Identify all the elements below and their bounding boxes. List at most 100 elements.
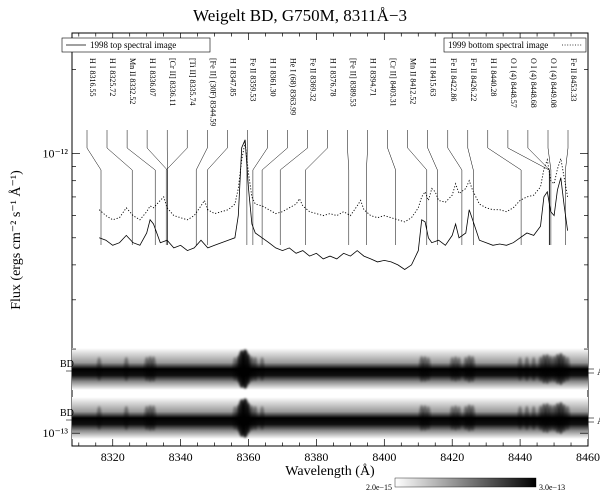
emission-blob bbox=[453, 356, 459, 382]
emission-blob bbox=[469, 356, 476, 382]
line-id-label: Mn II 8412.52 bbox=[409, 58, 418, 104]
line-id-leader bbox=[252, 130, 268, 245]
emission-blob bbox=[96, 357, 102, 381]
emission-blob bbox=[259, 357, 265, 381]
line-id-label: Fe II 8422.86 bbox=[449, 58, 458, 101]
line-id-leader bbox=[467, 130, 474, 245]
line-id-label: Fe II 8359.53 bbox=[248, 58, 257, 101]
line-id-label: He I (68) 8363.99 bbox=[288, 58, 297, 115]
emission-blob bbox=[259, 406, 265, 430]
x-tick-label: 8420 bbox=[440, 450, 464, 464]
emission-blob bbox=[456, 357, 462, 381]
spectral-image-upper bbox=[72, 348, 588, 390]
line-id: Fe II 8359.53 bbox=[246, 58, 257, 245]
spectral-image-lower bbox=[72, 397, 588, 439]
emission-blob bbox=[565, 405, 571, 431]
x-tick-label: 8360 bbox=[237, 450, 261, 464]
y-axis-ticks: BD A BD A 10⁻¹² 10⁻¹³ bbox=[42, 69, 600, 440]
line-id-leader bbox=[146, 130, 168, 245]
emission-blob bbox=[426, 357, 431, 381]
emission-blob bbox=[422, 405, 428, 431]
line-id-label: O I (4) 8448.57 bbox=[509, 58, 518, 108]
x-tick-label: 8340 bbox=[169, 450, 193, 464]
x-tick-label: 8440 bbox=[508, 450, 532, 464]
line-id-leader bbox=[279, 130, 308, 245]
line-id-label: [Ti II] 8335.74 bbox=[188, 58, 197, 105]
line-id-leader bbox=[487, 130, 522, 245]
emission-blob bbox=[517, 406, 523, 430]
emission-blob bbox=[123, 405, 129, 431]
spectral-images bbox=[72, 348, 588, 439]
x-tick-label: 8380 bbox=[304, 450, 328, 464]
line-id: H I 8376.78 bbox=[305, 58, 338, 245]
line-id-label: H I 8336.07 bbox=[148, 58, 157, 96]
line-id-label: O I (4) 8448.68 bbox=[529, 58, 538, 108]
line-id-label: [Fe II] 8389.53 bbox=[349, 58, 358, 107]
line-id: [Cr II] 8336.11 bbox=[166, 58, 177, 245]
emission-blob bbox=[422, 356, 428, 382]
line-id-label: H I 8361.30 bbox=[268, 58, 277, 96]
line-id: H I 8316.55 bbox=[86, 58, 102, 245]
line-id-leader bbox=[527, 130, 550, 245]
colorbar-min-label: 2.0e−15 bbox=[366, 483, 392, 492]
line-id: Mn II 8412.52 bbox=[407, 58, 428, 245]
y-tick-label: 10⁻¹³ bbox=[42, 426, 68, 440]
emission-blob bbox=[453, 405, 459, 431]
emission-blob bbox=[252, 356, 258, 382]
spectral-right-label: A bbox=[597, 416, 600, 427]
line-id-leader bbox=[407, 130, 428, 245]
line-id: Mn II 8332.52 bbox=[126, 58, 156, 245]
x-tick-label: 8320 bbox=[101, 450, 125, 464]
emission-blob bbox=[96, 406, 102, 430]
line-id: H I 8440.28 bbox=[487, 58, 522, 245]
emission-blob bbox=[426, 406, 431, 430]
line-id-leader bbox=[427, 130, 438, 245]
line-id: H I 8415.63 bbox=[427, 58, 438, 245]
line-id: O I (4) 8448.57 bbox=[507, 58, 550, 245]
x-tick-label: 8400 bbox=[372, 450, 396, 464]
colorbar-max-label: 3.0e−13 bbox=[539, 483, 565, 492]
emission-blob bbox=[524, 405, 530, 431]
series-line-1998 bbox=[99, 139, 568, 270]
x-tick-label: 8460 bbox=[576, 450, 600, 464]
line-id-label: Fe II 8369.32 bbox=[308, 58, 317, 101]
legend-left-label: 1998 top spectral image bbox=[90, 40, 176, 50]
spectral-band bbox=[72, 397, 588, 439]
emission-blob bbox=[252, 405, 258, 431]
line-id: He I (68) 8363.99 bbox=[261, 58, 297, 245]
line-id-leader bbox=[165, 130, 188, 245]
line-id-label: Fe II 8426.22 bbox=[469, 58, 478, 101]
line-id-leader bbox=[261, 130, 288, 245]
legend-right-label: 1999 bottom spectral image bbox=[448, 40, 548, 50]
line-id-label: Fe II 8453.33 bbox=[569, 58, 578, 101]
line-id: O I (4) 8448.68 bbox=[527, 58, 550, 245]
emission-blob bbox=[517, 357, 523, 381]
colorbar-gradient bbox=[394, 477, 537, 488]
line-id-leader bbox=[565, 130, 569, 245]
line-id-leader bbox=[106, 130, 133, 245]
legend-left: 1998 top spectral image bbox=[61, 37, 211, 53]
line-id-label: H I 8316.55 bbox=[88, 58, 97, 96]
line-id: [Ti II] 8335.74 bbox=[165, 58, 197, 245]
x-axis-label: Wavelength (Å) bbox=[285, 463, 375, 479]
line-id: Fe II 8369.32 bbox=[279, 58, 317, 245]
emission-blob bbox=[469, 405, 476, 431]
line-id-leader bbox=[86, 130, 102, 245]
line-id: H I 8336.07 bbox=[146, 58, 168, 245]
line-id: Fe II 8453.33 bbox=[565, 58, 578, 245]
line-id: Fe II 8426.22 bbox=[467, 58, 478, 245]
emission-blob bbox=[456, 406, 462, 430]
spectral-band bbox=[72, 348, 588, 390]
chart-title: Weigelt BD, G750M, 8311Å−3 bbox=[193, 6, 407, 25]
line-id-leader bbox=[207, 130, 228, 245]
line-id-leader bbox=[347, 130, 350, 245]
line-id-label: O I (4) 8449.08 bbox=[549, 58, 558, 108]
line-id-label: H I 8415.63 bbox=[429, 58, 438, 96]
line-id: H I 8325.72 bbox=[106, 58, 133, 245]
line-id-leader bbox=[447, 130, 463, 245]
y-axis-label: Flux (ergs cm⁻² s⁻¹ Å⁻¹) bbox=[8, 170, 24, 310]
spectral-left-label: BD bbox=[60, 359, 74, 370]
emission-blob bbox=[565, 356, 571, 382]
line-id-leader bbox=[387, 130, 396, 245]
